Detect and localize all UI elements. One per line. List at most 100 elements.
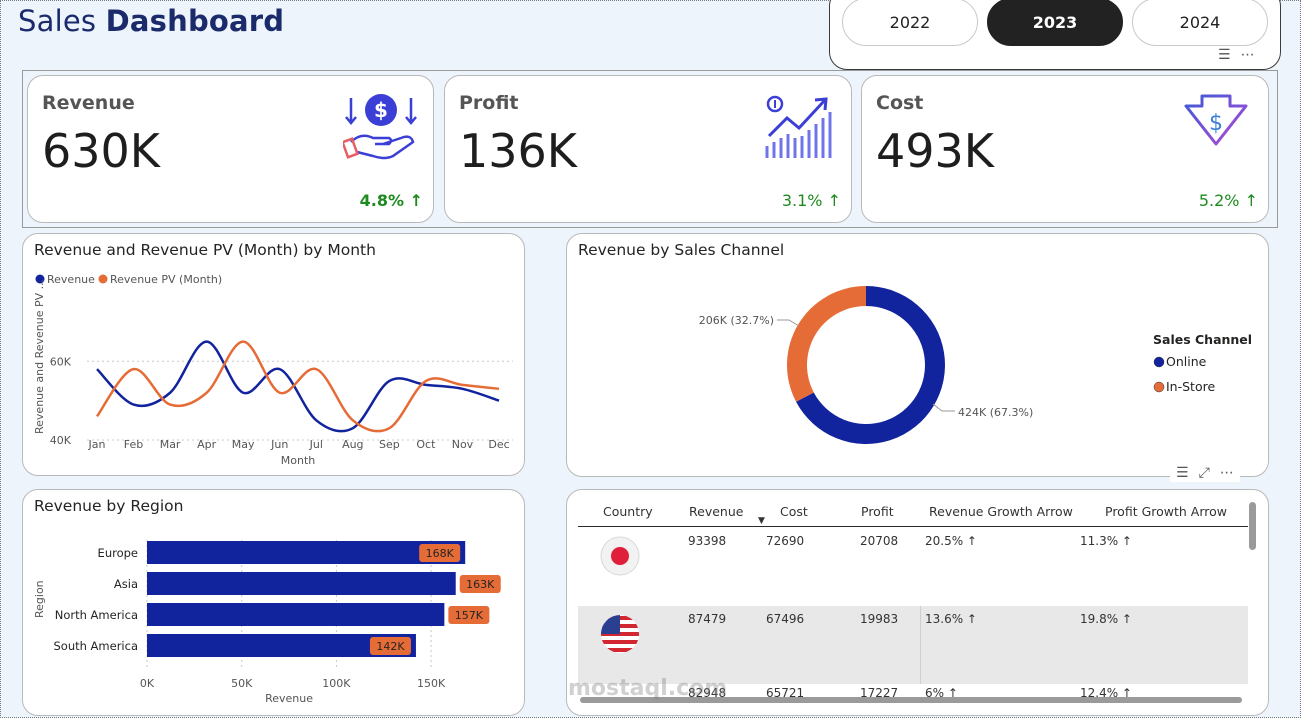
kpi-value: 493K: [876, 124, 994, 178]
japan-flag-icon: [600, 536, 640, 576]
y-axis-label: Revenue and Revenue PV ...: [33, 279, 46, 434]
year-button-2024[interactable]: 2024: [1132, 0, 1268, 46]
donut-slice-in-store: [787, 286, 866, 402]
bar-chart-panel: Revenue by Region 0K 50K 100K 150K Revenue Re…: [22, 489, 525, 716]
kpi-value: 136K: [459, 124, 577, 178]
slicer-toolbar: ☰ ⋯: [1212, 46, 1261, 64]
x-tick-label: 150K: [417, 677, 446, 690]
kpi-label: Profit: [459, 92, 519, 114]
data-label-badge: [369, 637, 411, 655]
focus-mode-icon[interactable]: ⤢: [1198, 465, 1210, 481]
more-options-icon[interactable]: ⋯: [1240, 47, 1255, 63]
leader-line-in-store: [777, 319, 800, 327]
data-label: 163K: [466, 578, 495, 591]
x-axis-label: Month: [281, 454, 316, 467]
cell-revenue: 93398: [688, 534, 727, 548]
kpi-label: Cost: [876, 92, 924, 114]
x-tick-label: 100K: [322, 677, 351, 690]
year-button-2022[interactable]: 2022: [842, 0, 978, 46]
bar-north-america: [147, 603, 445, 626]
x-tick-label: Nov: [452, 438, 474, 451]
legend-label-revenue-pv: Revenue PV (Month): [110, 273, 222, 286]
cell-profit-growth: 19.8% ↑: [1080, 612, 1132, 626]
year-button-2023[interactable]: 2023: [987, 0, 1123, 46]
bar-south-america: [147, 634, 416, 657]
sort-descending-icon[interactable]: ▼: [758, 516, 765, 526]
legend-marker-revenue-pv: [98, 274, 108, 284]
cost-down-arrow-icon: $: [1184, 94, 1248, 146]
page-title-light: Sales: [18, 4, 106, 38]
column-header-profit-growth[interactable]: Profit Growth Arrow: [1105, 504, 1228, 519]
x-tick-label: Aug: [342, 438, 363, 451]
column-header-revenue-growth[interactable]: Revenue Growth Arrow: [929, 504, 1073, 519]
column-header-revenue[interactable]: Revenue: [689, 504, 744, 519]
x-tick-label: 0K: [140, 677, 155, 690]
x-tick-label: Jan: [88, 438, 106, 451]
cell-profit: 20708: [860, 534, 899, 548]
kpi-delta: 5.2% ↑: [1198, 191, 1258, 210]
column-header-cost[interactable]: Cost: [780, 504, 808, 519]
cell-revenue-growth: 6% ↑: [925, 686, 958, 698]
vertical-scrollbar[interactable]: [1249, 502, 1256, 550]
table-row[interactable]: 87479 67496 19983 13.6% ↑ 19.8% ↑: [578, 606, 1248, 684]
y-tick-label: 40K: [50, 434, 72, 447]
x-tick-label: May: [232, 438, 255, 451]
filter-icon[interactable]: ☰: [1218, 47, 1231, 63]
data-label: 168K: [426, 547, 455, 560]
cell-profit: 17227: [860, 686, 899, 698]
kpi-value: 630K: [42, 124, 160, 178]
y-axis-label: Region: [33, 580, 46, 618]
kpi-card-cost: Cost 493K 5.2% ↑ $: [861, 75, 1269, 223]
legend-label-in-store: In-Store: [1166, 379, 1215, 394]
table-row[interactable]: 93398 72690 20708 20.5% ↑ 11.3% ↑: [578, 528, 1248, 606]
legend-title: Sales Channel: [1153, 332, 1252, 347]
column-header-profit[interactable]: Profit: [861, 504, 894, 519]
line-chart-panel: Revenue and Revenue PV (Month) by Month …: [22, 233, 525, 476]
usa-flag-icon: [601, 615, 639, 653]
bar-europe: [147, 541, 466, 564]
line-chart-title: Revenue and Revenue PV (Month) by Month: [34, 241, 376, 259]
series-line-revenue-pv: [95, 340, 500, 433]
x-tick-label: Mar: [160, 438, 181, 451]
data-label-badge: [419, 544, 461, 562]
cell-profit-growth: 12.4% ↑: [1080, 686, 1132, 698]
cell-revenue: 82948: [688, 686, 727, 698]
svg-text:$: $: [1209, 111, 1223, 136]
kpi-card-profit: Profit 136K 3.1% ↑: [444, 75, 852, 223]
bar-chart: 0K 50K 100K 150K Revenue Region Europe 168K Asia…: [33, 540, 501, 705]
cell-cost: 72690: [766, 534, 805, 548]
column-header-country[interactable]: Country: [603, 504, 653, 519]
year-slicer: 2022 2023 2024: [829, 0, 1281, 70]
x-tick-label: Apr: [197, 438, 217, 451]
donut-chart-panel: Revenue by Sales Channel 424K (67.3%) 206…: [566, 233, 1269, 477]
category-label: South America: [53, 639, 138, 653]
kpi-delta: 4.8% ↑: [359, 191, 423, 210]
kpi-card-revenue: Revenue 630K 4.8% ↑ $: [27, 75, 434, 223]
data-label: 142K: [376, 640, 405, 653]
cell-revenue-growth: 13.6% ↑: [925, 612, 977, 626]
growth-chart-icon: [765, 95, 832, 158]
category-label: North America: [55, 608, 138, 622]
data-label: 157K: [455, 609, 484, 622]
category-label: Europe: [98, 546, 138, 560]
filter-icon[interactable]: ☰: [1176, 465, 1189, 481]
data-label-badge: [448, 606, 490, 624]
x-tick-label: Jul: [309, 438, 323, 451]
data-label-online: 424K (67.3%): [958, 406, 1033, 419]
cell-profit: 19983: [860, 612, 899, 626]
leader-line-online: [932, 403, 955, 412]
svg-text:$: $: [374, 98, 388, 122]
legend-marker-revenue: [35, 274, 45, 284]
donut-chart-title: Revenue by Sales Channel: [578, 241, 785, 259]
table-header: Country Revenue Cost Profit Revenue Grow…: [578, 500, 1248, 527]
horizontal-scrollbar[interactable]: [580, 697, 1242, 703]
series-line-revenue: [96, 340, 500, 433]
cell-revenue-growth: 20.5% ↑: [925, 534, 977, 548]
table-row[interactable]: 82948 65721 17227 6% ↑ 12.4% ↑: [578, 684, 1248, 698]
x-tick-label: 50K: [231, 677, 253, 690]
cell-profit-growth: 11.3% ↑: [1080, 534, 1132, 548]
data-label-in-store: 206K (32.7%): [699, 314, 774, 327]
cell-revenue: 87479: [688, 612, 727, 626]
more-options-icon[interactable]: ⋯: [1219, 465, 1234, 481]
bar-asia: [147, 572, 456, 595]
